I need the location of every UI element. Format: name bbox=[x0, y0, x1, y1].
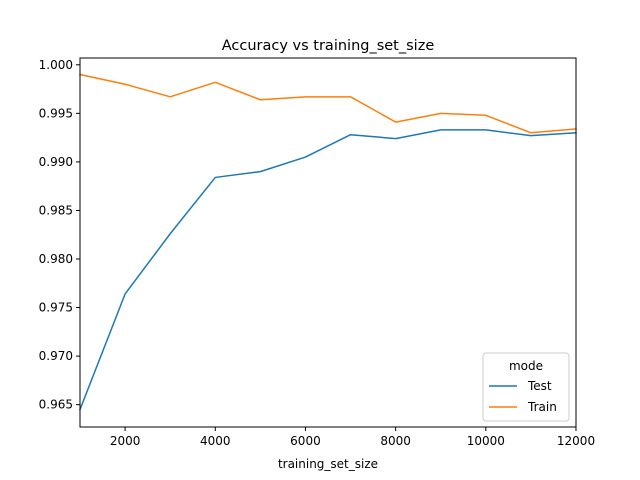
y-tick-label: 0.980 bbox=[39, 252, 73, 266]
legend-label-train: Train bbox=[527, 400, 557, 414]
legend-entries: Test Train bbox=[489, 379, 557, 414]
x-axis-title: training_set_size bbox=[278, 457, 378, 471]
x-tick-label: 8000 bbox=[380, 434, 411, 448]
series-line-train bbox=[79, 73, 577, 134]
series-layer bbox=[79, 73, 577, 411]
axes-frame bbox=[79, 57, 577, 428]
legend-label-test: Test bbox=[527, 379, 552, 393]
x-tick-label: 12000 bbox=[557, 434, 595, 448]
y-tick-label: 1.000 bbox=[39, 58, 73, 72]
chart-title: Accuracy vs training_set_size bbox=[222, 38, 435, 54]
legend: mode Test Train bbox=[482, 352, 570, 422]
y-tick-label: 0.995 bbox=[39, 106, 73, 120]
x-tick-label: 6000 bbox=[290, 434, 321, 448]
y-tick-label: 0.970 bbox=[39, 349, 73, 363]
legend-box bbox=[482, 352, 570, 422]
y-tick-label: 0.990 bbox=[39, 155, 73, 169]
y-tick-label: 0.985 bbox=[39, 203, 73, 217]
y-tick-label: 0.965 bbox=[39, 398, 73, 412]
y-tick-label: 0.975 bbox=[39, 301, 73, 315]
x-axis: 2000 4000 6000 8000 10000 12000 bbox=[110, 427, 595, 448]
axes-spines bbox=[79, 57, 577, 428]
x-tick-label: 2000 bbox=[110, 434, 141, 448]
x-tick-label: 10000 bbox=[467, 434, 505, 448]
legend-title: mode bbox=[509, 359, 543, 373]
y-axis: 0.965 0.970 0.975 0.980 0.985 0.990 0.995 1.000 bbox=[39, 58, 80, 412]
series-line-test bbox=[79, 129, 577, 411]
x-tick-label: 4000 bbox=[200, 434, 231, 448]
